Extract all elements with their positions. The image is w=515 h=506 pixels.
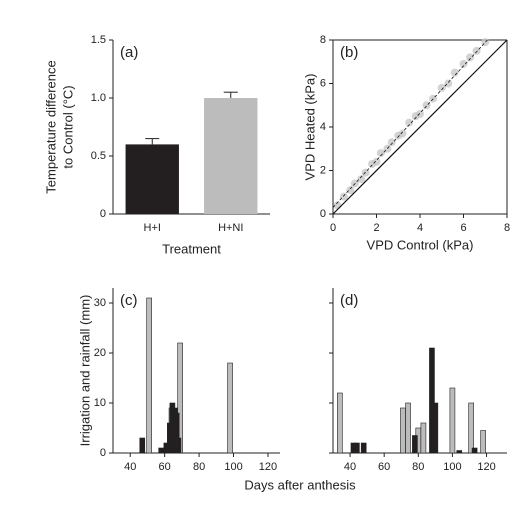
bar <box>400 407 406 454</box>
panel-label: (b) <box>340 44 358 61</box>
bar <box>337 392 343 454</box>
point <box>459 59 468 68</box>
x-tick-label: 40 <box>344 461 356 473</box>
x-tick-label: 80 <box>412 461 424 473</box>
bar <box>354 442 360 454</box>
panel-label: (c) <box>120 292 138 309</box>
y-tick-label: 4 <box>320 121 326 133</box>
bar <box>204 98 258 214</box>
x-tick-label: 40 <box>124 461 136 473</box>
x-axis-label: Days after anthesis <box>244 477 356 492</box>
x-tick-label: 100 <box>224 461 242 473</box>
x-tick-label: 60 <box>159 461 171 473</box>
panel-label: (a) <box>120 44 138 61</box>
bar <box>480 430 486 454</box>
y-tick-label: 2 <box>320 164 326 176</box>
point <box>450 68 459 77</box>
y-axis-label: Irrigation and rainfall (mm) <box>77 295 92 447</box>
x-tick-label: 120 <box>259 461 277 473</box>
y-tick-label: 6 <box>320 77 326 89</box>
point <box>416 109 424 118</box>
x-axis-label: VPD Control (kPa) <box>367 237 474 252</box>
y-axis-label: Temperature difference <box>43 60 58 193</box>
x-tick-label: H+NI <box>218 222 243 234</box>
x-tick-label: 2 <box>373 222 379 234</box>
y-axis-label: VPD Heated (kPa) <box>302 74 317 181</box>
y-tick-label: 1.5 <box>91 34 106 46</box>
x-tick-label: 80 <box>193 461 205 473</box>
y-tick-label: 1.0 <box>91 92 106 104</box>
point <box>405 118 414 127</box>
bar <box>125 144 179 214</box>
point <box>422 101 431 110</box>
point <box>387 138 396 147</box>
point <box>437 83 446 92</box>
x-axis-label: Treatment <box>162 241 221 256</box>
bar <box>449 387 456 454</box>
bar <box>146 297 152 454</box>
x-tick-label: 0 <box>330 222 336 234</box>
fit-line <box>332 39 508 215</box>
y-tick-label: 0 <box>320 208 326 220</box>
bar <box>139 437 146 454</box>
point <box>472 46 481 55</box>
panel-label: (d) <box>340 292 358 309</box>
bar <box>360 442 367 454</box>
bar <box>432 402 439 454</box>
bar <box>429 347 435 454</box>
y-axis-label: to Control (°C) <box>60 85 75 168</box>
y-tick-label: 30 <box>94 297 106 309</box>
x-tick-label: 6 <box>460 222 466 234</box>
x-tick-label: 8 <box>504 222 510 234</box>
y-tick-label: 8 <box>320 34 326 46</box>
y-tick-label: 10 <box>94 397 106 409</box>
bar <box>227 362 233 454</box>
point <box>357 175 366 184</box>
y-tick-label: 20 <box>94 347 106 359</box>
x-tick-label: 60 <box>378 461 390 473</box>
bar <box>405 402 411 454</box>
point <box>376 149 385 158</box>
x-tick-label: 100 <box>443 461 461 473</box>
bar <box>468 402 474 454</box>
bar <box>412 435 418 454</box>
point <box>398 129 407 138</box>
x-tick-label: 120 <box>477 461 495 473</box>
bar <box>158 447 165 454</box>
bar <box>471 447 478 454</box>
bar <box>420 422 427 454</box>
bar <box>456 450 463 454</box>
y-tick-label: 0.5 <box>91 150 106 162</box>
fit-line <box>332 39 488 208</box>
y-tick-label: 0 <box>100 447 106 459</box>
x-tick-label: 4 <box>417 222 423 234</box>
bar <box>175 437 182 454</box>
point <box>339 192 348 201</box>
point <box>372 157 381 166</box>
x-tick-label: H+I <box>144 222 161 234</box>
point <box>444 79 453 88</box>
point <box>346 186 355 195</box>
y-tick-label: 0 <box>100 208 106 220</box>
point <box>466 53 475 62</box>
